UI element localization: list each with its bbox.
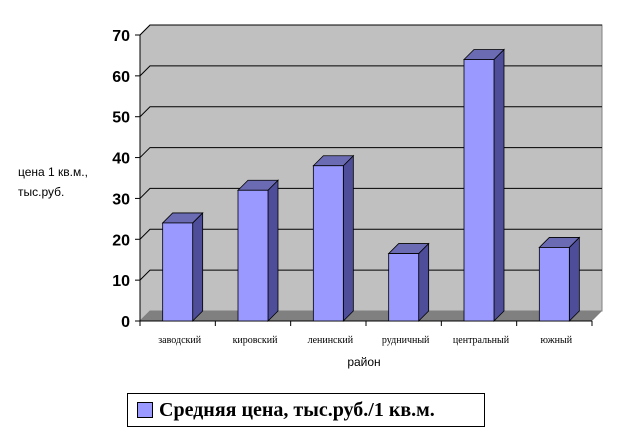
gridline: [139, 147, 602, 158]
bar-side: [418, 242, 430, 322]
y-tick-label: 10: [112, 273, 130, 290]
x-tick-label: кировский: [233, 335, 279, 346]
bar-side: [342, 154, 354, 322]
legend-swatch: [137, 402, 153, 418]
gridline: [139, 106, 602, 118]
bar: [538, 247, 570, 322]
y-tick-label: 70: [112, 28, 130, 45]
bar-side: [568, 236, 580, 322]
y-tick-label: 20: [112, 232, 130, 249]
bar: [463, 59, 495, 322]
x-tick-label: центральный: [453, 335, 510, 346]
gridline: [139, 269, 602, 281]
gridline: [139, 65, 602, 77]
y-tick-label: 60: [112, 69, 130, 86]
x-tick-label: рудничный: [382, 335, 430, 346]
y-tick-label: 50: [112, 110, 130, 127]
legend-label: Средняя цена, тыс.руб./1 кв.м.: [159, 398, 435, 421]
x-tick-label: заводский: [158, 335, 201, 346]
bar: [312, 165, 344, 322]
chart-legend: Средняя цена, тыс.руб./1 кв.м.: [127, 393, 485, 427]
plot-back-wall: [139, 24, 603, 323]
bar: [388, 253, 420, 322]
y-axis-label-line-1: цена 1 кв.м.,: [18, 165, 88, 179]
y-tick-label: 0: [121, 314, 130, 331]
x-tick-label: ленинский: [308, 335, 354, 346]
gridline: [139, 228, 602, 240]
bar: [237, 189, 269, 322]
bar: [162, 222, 194, 322]
gridline: [139, 187, 602, 199]
plot-floor: [140, 311, 602, 321]
x-tick-label: южный: [541, 335, 573, 346]
y-tick-label: 40: [112, 151, 130, 168]
gridline: [139, 24, 602, 36]
bar-side: [493, 48, 505, 322]
y-axis-label-line-2: тыс.руб.: [18, 185, 64, 199]
x-axis-label: район: [347, 355, 380, 369]
bar-side: [192, 211, 204, 322]
bar-side: [267, 179, 279, 322]
y-tick-label: 30: [112, 191, 130, 208]
